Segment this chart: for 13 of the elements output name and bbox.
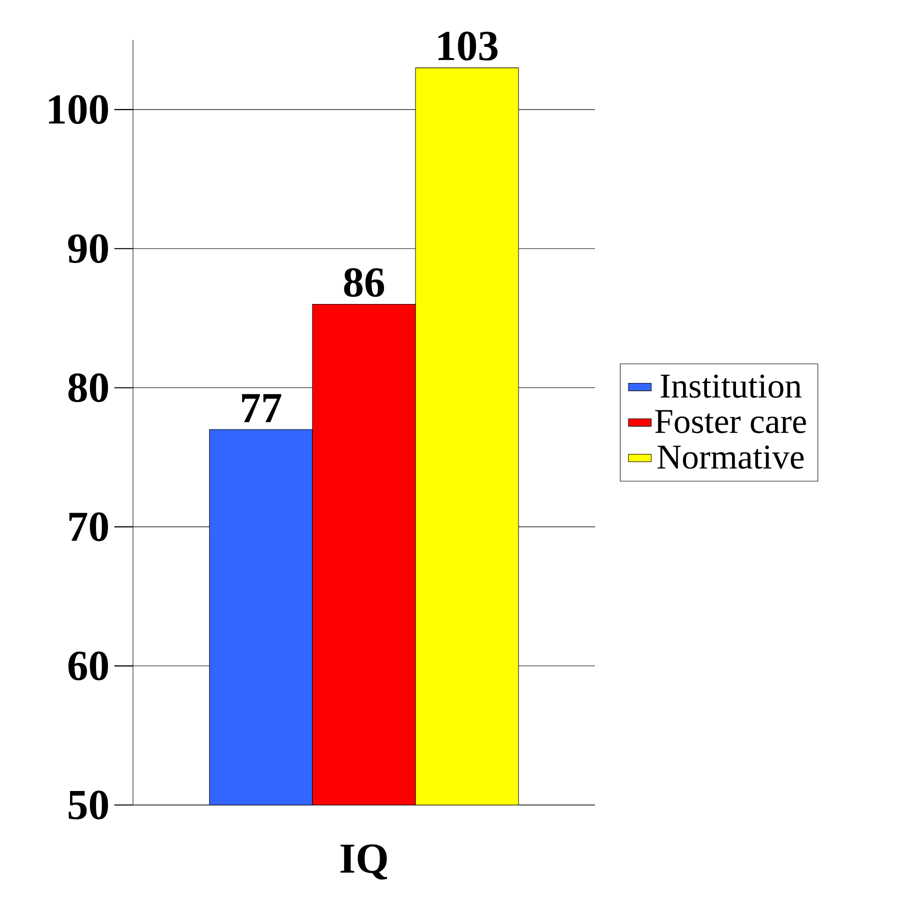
y-tick-label: 60: [68, 652, 108, 680]
y-tick-label: 70: [69, 512, 108, 542]
x-tick-label: IQ: [340, 844, 388, 880]
y-tick-label: 100: [49, 95, 108, 124]
legend-label: Institution: [660, 374, 802, 398]
legend-label: Normative: [658, 446, 804, 469]
y-tick-label: 80: [68, 373, 108, 402]
data-label: 86: [344, 268, 384, 297]
data-label: 103: [438, 32, 498, 60]
y-tick-label: 50: [68, 790, 108, 820]
data-label: 77: [242, 394, 282, 422]
legend-label: Foster care: [655, 410, 806, 434]
y-tick-label: 90: [68, 234, 108, 264]
